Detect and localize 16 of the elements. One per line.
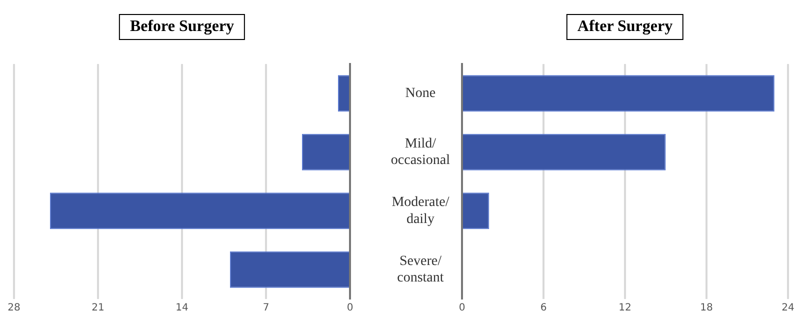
x-tick-label: 14 — [176, 302, 188, 314]
x-tick-label: 12 — [618, 302, 632, 314]
y-tick-label: None — [405, 86, 436, 102]
y-tick-label: Mild/ occasional — [390, 136, 450, 168]
chart-title: After Surgery — [566, 14, 684, 40]
x-tick-label: 18 — [700, 302, 713, 314]
chart-title: Before Surgery — [118, 14, 246, 40]
x-tick-label: 6 — [540, 302, 547, 314]
x-tick-label: 0 — [346, 302, 354, 314]
y-tick-label: Moderate/ daily — [392, 195, 450, 227]
x-tick-label: 7 — [262, 302, 270, 314]
y-tick-label: Severe/ constant — [397, 254, 444, 286]
x-tick-label: 0 — [458, 302, 466, 314]
x-tick-label: 28 — [8, 302, 20, 314]
x-tick-label: 21 — [92, 302, 104, 314]
x-tick-label: 24 — [782, 302, 794, 314]
